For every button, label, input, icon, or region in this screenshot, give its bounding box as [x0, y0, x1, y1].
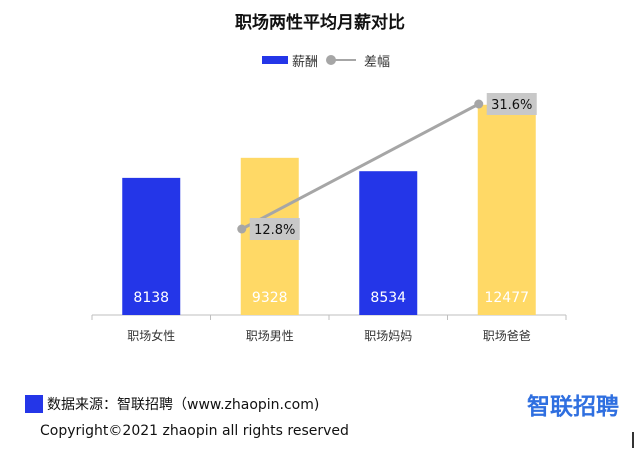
- legend-line-label: 差幅: [364, 55, 391, 70]
- copyright-text: Copyright©2021 zhaopin all rights reserv…: [40, 423, 349, 439]
- line-label-box: [249, 218, 300, 240]
- bar-value-label: 12477: [484, 290, 529, 306]
- x-tick-label: 职场男性: [246, 329, 294, 343]
- x-tick-label: 职场妈妈: [364, 329, 412, 343]
- line-series-difference: [241, 102, 480, 231]
- chart-legend: 薪酬 差幅: [0, 50, 640, 70]
- data-source: 数据来源：智联招聘（www.zhaopin.com): [47, 397, 320, 413]
- line-point-label: 12.8%: [254, 223, 295, 238]
- zhaopin-logo: 智联招聘: [527, 394, 619, 420]
- legend-bar-label: 薪酬: [292, 55, 319, 70]
- x-tick-label: 职场女性: [127, 328, 175, 343]
- bar-value-label: 9328: [252, 290, 288, 306]
- bar-cat-3: [477, 104, 536, 316]
- source-marker: [25, 395, 43, 413]
- bar-line-chart: 8138 9328 8534 12477 职场女性 职场男性 职场妈妈 职场爸爸 12.8% 31…: [91, 93, 567, 343]
- line-point-label: 31.6%: [491, 98, 532, 113]
- line-point: [474, 99, 484, 109]
- legend-line-swatch: [330, 59, 356, 61]
- line-label-box: [486, 93, 537, 115]
- bar-cat-0: [122, 177, 181, 315]
- legend-bar-swatch: [262, 56, 288, 64]
- line-point: [237, 224, 247, 234]
- chart-title: 职场两性平均月薪对比: [235, 13, 405, 33]
- bar-cat-2: [359, 171, 418, 315]
- legend-line-marker: [326, 55, 336, 65]
- x-tick-label: 职场爸爸: [483, 329, 531, 343]
- edge-mark: [632, 432, 634, 448]
- bar-value-label: 8534: [370, 290, 406, 306]
- bar-value-label: 8138: [133, 290, 169, 306]
